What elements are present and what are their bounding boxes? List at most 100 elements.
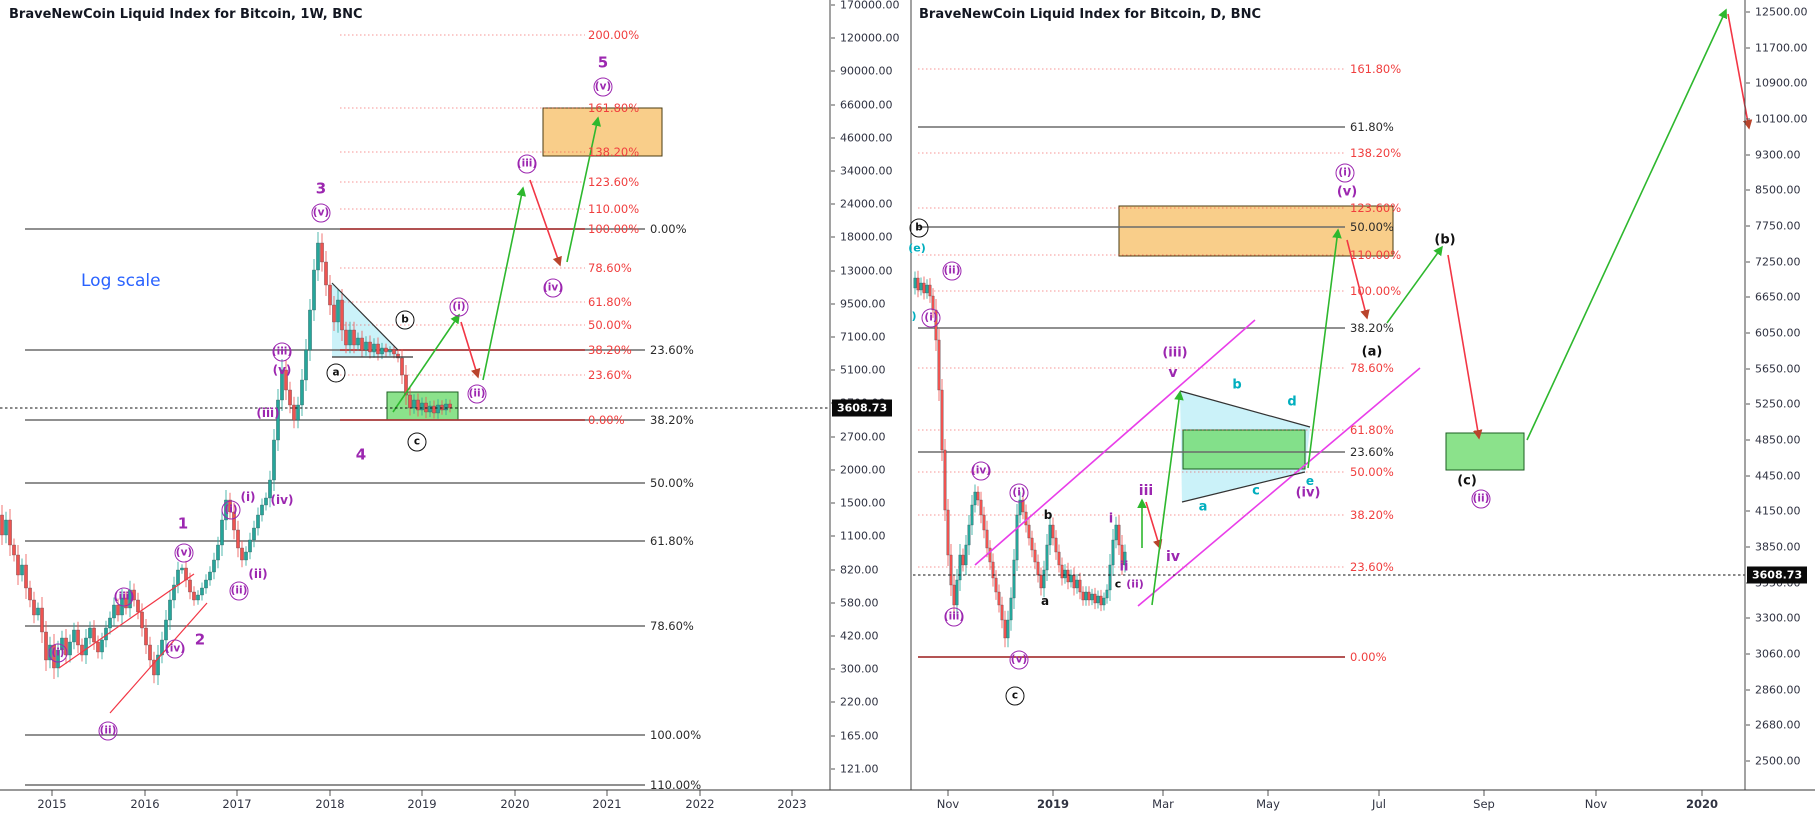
fib_black-trend-line — [1181, 471, 1306, 503]
candlestick — [376, 343, 380, 355]
daily-chart-panel[interactable] — [913, 0, 1745, 790]
candlestick — [400, 357, 404, 376]
price-axis-label: 2860.00 — [1755, 683, 1801, 697]
candlestick — [148, 644, 152, 661]
candlestick — [973, 491, 977, 506]
candlestick — [152, 659, 156, 676]
candlestick — [913, 277, 917, 289]
candlestick — [264, 497, 268, 506]
price-axis-label: 3300.00 — [1755, 611, 1801, 625]
orange-target-zone-box — [1118, 205, 1394, 257]
fib-label-red: 123.60% — [588, 175, 640, 189]
candlestick — [284, 369, 288, 391]
price-axis-label: 7750.00 — [1755, 219, 1801, 233]
candlestick — [1069, 574, 1073, 583]
price-axis-label: 420.00 — [840, 629, 879, 643]
fib-label-red: 200.00% — [588, 28, 640, 42]
candlestick — [312, 269, 316, 311]
wave-label-circled: (i) — [921, 308, 941, 328]
price-axis-label: 10900.00 — [1755, 76, 1808, 90]
time-axis-label: Nov — [936, 797, 960, 811]
fib-label-red: 138.20% — [1350, 146, 1402, 160]
price-axis-daily[interactable] — [1746, 0, 1814, 790]
candlestick — [208, 571, 212, 581]
wave-label-circled: (ii) — [1471, 489, 1491, 509]
candlestick — [68, 641, 72, 656]
fib_black-trend-line — [1179, 390, 1311, 428]
bullish-projection-arrow — [482, 186, 527, 381]
fib-label-red: 23.60% — [588, 368, 632, 382]
candlestick — [412, 399, 416, 409]
fib-label-black: 50.00% — [1350, 220, 1394, 234]
fib-label-red: 38.20% — [588, 343, 632, 357]
candlestick — [240, 547, 244, 561]
candlestick — [4, 519, 8, 536]
candlestick — [256, 514, 260, 529]
candlestick — [76, 629, 80, 646]
candlestick — [324, 261, 328, 286]
price-axis-label: 66000.00 — [840, 98, 893, 112]
wave-label: b — [1043, 508, 1053, 522]
fib-label-black: 50.00% — [650, 476, 694, 490]
candlestick — [392, 349, 396, 355]
wave-label: iii — [1138, 483, 1154, 499]
candlestick — [1054, 537, 1058, 553]
weekly-chart-panel[interactable] — [0, 0, 830, 790]
green-target-zone-box — [1182, 429, 1306, 470]
wave-label: i — [1108, 511, 1114, 527]
wave-label: a — [1040, 594, 1050, 608]
candlestick — [1078, 579, 1082, 593]
candlestick — [1042, 569, 1046, 589]
wave-label-circled: (ii) — [942, 261, 962, 281]
wave-label-circled: (ii) — [98, 721, 118, 741]
time-axis-label: Jul — [1372, 797, 1386, 811]
bullish-projection-arrow — [1307, 228, 1342, 469]
candlestick — [244, 551, 248, 561]
fib-label-red: 0.00% — [1350, 650, 1387, 664]
bearish-projection-arrow — [1346, 239, 1370, 320]
candlestick — [308, 309, 312, 351]
price-axis-label: 11700.00 — [1755, 41, 1808, 55]
price-axis-label: 120000.00 — [840, 31, 900, 45]
candlestick — [28, 587, 32, 601]
wave-label: (v) — [1336, 184, 1358, 200]
candlestick — [1120, 544, 1124, 566]
candlestick — [964, 544, 968, 566]
wave-label-circled: (ii) — [229, 581, 249, 601]
candlestick — [1033, 549, 1037, 563]
wave-label-circled: (iii) — [944, 607, 964, 627]
candlestick — [360, 337, 364, 351]
candlestick — [212, 559, 216, 573]
candlestick — [1102, 597, 1106, 606]
bearish-projection-arrow — [460, 321, 481, 379]
wave-label-circled: (v) — [174, 543, 194, 563]
candlestick — [24, 564, 28, 589]
candlestick — [36, 607, 40, 616]
candlestick — [112, 604, 116, 619]
time-axis-label: 2020 — [500, 797, 530, 811]
time-axis-label: 2020 — [1685, 797, 1719, 811]
price-axis-label: 9300.00 — [1755, 148, 1801, 162]
candlestick — [420, 402, 424, 411]
wave-label-circled: (i) — [1335, 163, 1355, 183]
wave-label-circled: (iii) — [114, 587, 134, 607]
candlestick — [988, 547, 992, 563]
candlestick — [44, 631, 48, 661]
candlestick — [332, 304, 336, 323]
price-axis-label: 18000.00 — [840, 230, 893, 244]
candlestick — [1087, 591, 1091, 601]
price-axis-weekly[interactable] — [831, 0, 899, 790]
candlestick — [404, 374, 408, 396]
fib-label-black: 100.00% — [650, 728, 702, 742]
candlestick — [1111, 539, 1115, 566]
candlestick — [368, 341, 372, 353]
candlestick — [304, 349, 308, 381]
candlestick — [444, 403, 448, 411]
wave-label-circled: b — [395, 310, 415, 330]
wave-label-circled: (iv) — [543, 278, 563, 298]
price-axis-label: 8500.00 — [1755, 183, 1801, 197]
magenta-trend-line — [974, 319, 1256, 566]
time-axis-label: 2021 — [592, 797, 622, 811]
candlestick — [1048, 524, 1052, 546]
price-axis-label: 2680.00 — [1755, 718, 1801, 732]
